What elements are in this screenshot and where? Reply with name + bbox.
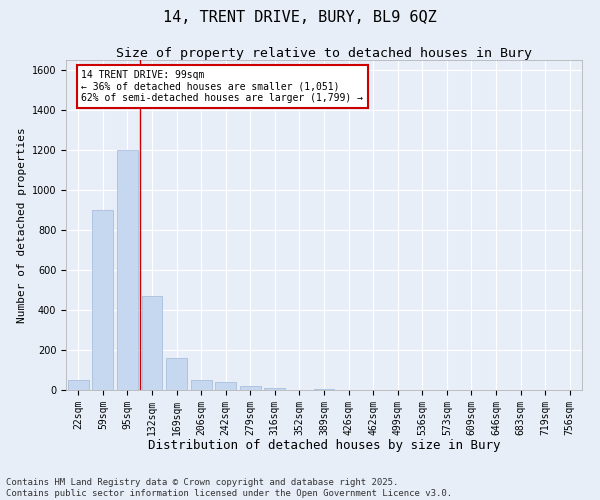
Bar (166, 358, 187, 390)
Bar (92, 210, 113, 390)
Title: Size of property relative to detached houses in Bury: Size of property relative to detached ho… (116, 47, 532, 60)
Bar (191, 380, 212, 390)
Text: 14 TRENT DRIVE: 99sqm
← 36% of detached houses are smaller (1,051)
62% of semi-d: 14 TRENT DRIVE: 99sqm ← 36% of detached … (82, 70, 364, 103)
Bar (240, 386, 261, 390)
X-axis label: Distribution of detached houses by size in Bury: Distribution of detached houses by size … (148, 439, 500, 452)
Bar (142, 296, 163, 390)
Bar (215, 382, 236, 390)
Bar (117, 150, 138, 390)
Bar (265, 388, 286, 390)
Bar (68, 380, 89, 390)
Bar (314, 389, 334, 390)
Text: 14, TRENT DRIVE, BURY, BL9 6QZ: 14, TRENT DRIVE, BURY, BL9 6QZ (163, 10, 437, 25)
Y-axis label: Number of detached properties: Number of detached properties (17, 127, 28, 323)
Text: Contains HM Land Registry data © Crown copyright and database right 2025.
Contai: Contains HM Land Registry data © Crown c… (6, 478, 452, 498)
